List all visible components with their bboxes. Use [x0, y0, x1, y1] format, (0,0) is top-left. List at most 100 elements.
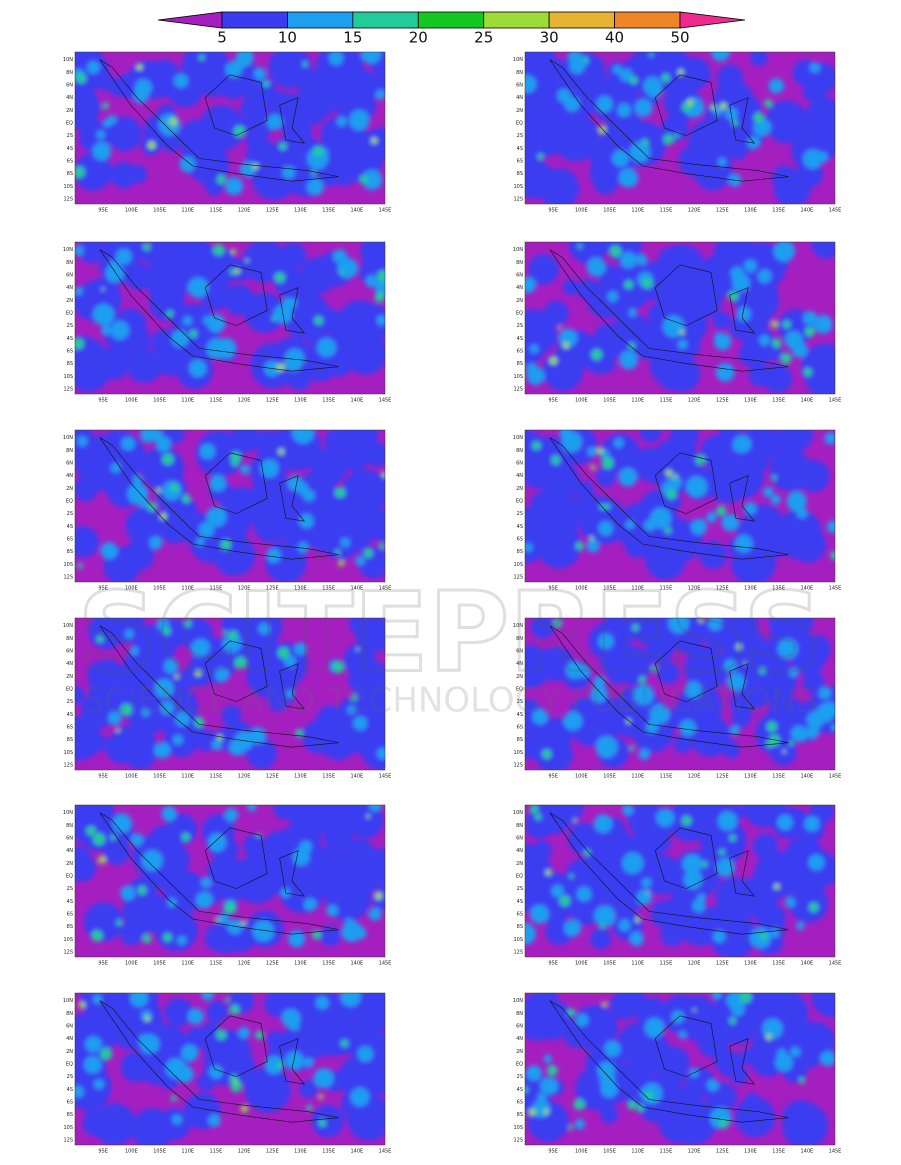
- rain-blob: [612, 65, 622, 74]
- rain-blob: [300, 257, 337, 294]
- rain-blob: [656, 661, 680, 685]
- lon-tick-label: 140E: [350, 208, 363, 214]
- lat-tick-label: 4N: [66, 473, 73, 479]
- rain-blob: [75, 86, 100, 129]
- rain-blob: [122, 888, 168, 934]
- lon-tick-label: 125E: [266, 774, 279, 780]
- rain-blob: [110, 320, 130, 340]
- rain-blob: [287, 475, 303, 491]
- lat-tick-label: 10N: [63, 247, 73, 253]
- rain-blob: [679, 719, 696, 736]
- map-panel: 10N 8N 6N 4N 2N EQ 2S 4S 6S 8S 10S 12S 95E 100E 105E 11…: [513, 804, 841, 967]
- rain-blob: [163, 885, 180, 902]
- rain-blob: [284, 820, 322, 858]
- rain-blob: [105, 264, 124, 283]
- rain-blob: [796, 921, 805, 931]
- rain-blob: [271, 316, 277, 321]
- lon-tick-label: 145E: [829, 398, 842, 404]
- lon-tick-label: 100E: [575, 1149, 588, 1155]
- rain-blob: [161, 805, 177, 822]
- rain-blob: [723, 741, 740, 759]
- rain-blob: [115, 727, 120, 733]
- blobs: [75, 805, 385, 954]
- coastline: [654, 264, 718, 326]
- rain-blob: [650, 507, 672, 529]
- rain-blob: [753, 112, 765, 123]
- rain-blob: [306, 1104, 313, 1111]
- rain-blob: [586, 539, 600, 553]
- coastline: [99, 59, 339, 182]
- lon-tick-label: 110E: [181, 1149, 194, 1155]
- lat-tick-label: 10S: [513, 374, 523, 380]
- lat-tick-label: 8S: [517, 171, 523, 177]
- colorbar-segment: [221, 11, 288, 29]
- rain-blob: [542, 350, 584, 392]
- rain-blob: [791, 725, 808, 742]
- rain-blob: [211, 739, 222, 751]
- rain-blob: [108, 711, 122, 726]
- rain-blob: [760, 932, 768, 941]
- lon-tick-label: 105E: [153, 208, 166, 214]
- rain-blob: [254, 67, 267, 80]
- lat-tick-label: 4S: [517, 336, 523, 342]
- rain-blob: [369, 805, 382, 812]
- rain-blob: [598, 633, 614, 649]
- lon-tick-label: 130E: [744, 398, 757, 404]
- lat-tick-label: 6S: [517, 724, 523, 730]
- lon-tick-label: 120E: [238, 774, 251, 780]
- lat-tick-label: 8S: [67, 171, 73, 177]
- rain-blob: [773, 883, 780, 890]
- rain-blob: [225, 177, 244, 196]
- rain-blob: [374, 291, 385, 303]
- coastline: [549, 59, 789, 182]
- lat-tick-label: 8N: [516, 636, 523, 642]
- lat-tick-label: 2S: [67, 133, 73, 139]
- rain-blob: [76, 73, 87, 84]
- rain-blob: [189, 329, 198, 338]
- rain-blob: [96, 130, 105, 139]
- rain-blob: [644, 1017, 665, 1038]
- rain-blob: [528, 254, 559, 285]
- rain-blob: [525, 1086, 528, 1093]
- rain-blob: [363, 548, 373, 558]
- rain-blob: [545, 869, 552, 876]
- lat-tick-label: 8S: [517, 549, 523, 555]
- rain-blob: [288, 930, 306, 948]
- lat-tick-label: 12S: [513, 574, 523, 580]
- rain-blob: [728, 290, 739, 302]
- lon-tick-label: 130E: [744, 208, 757, 214]
- rain-blob: [542, 518, 579, 555]
- rain-blob: [671, 1010, 685, 1024]
- lat-tick-label: 4N: [516, 848, 523, 854]
- rain-blob: [252, 920, 274, 942]
- coastline: [729, 663, 756, 710]
- lat-tick-label: 2N: [66, 674, 73, 680]
- lat-tick-label: 4S: [67, 899, 73, 905]
- lon-tick-label: 120E: [238, 1149, 251, 1155]
- lat-tick-label: 2S: [67, 886, 73, 892]
- rain-blob: [673, 474, 678, 479]
- rain-blob: [803, 149, 823, 169]
- lon-tick-label: 115E: [660, 774, 673, 780]
- rain-blob: [757, 269, 772, 283]
- frame: [74, 241, 386, 395]
- lat-tick-label: 4S: [67, 336, 73, 342]
- rain-blob: [194, 670, 202, 677]
- rain-blob: [285, 689, 295, 698]
- rain-blob: [163, 659, 179, 674]
- rain-blob: [318, 1094, 324, 1100]
- rain-blob: [280, 888, 291, 898]
- lat-tick-label: EQ: [516, 498, 523, 504]
- rain-blob: [334, 487, 346, 498]
- colorbar-segment: [614, 11, 681, 29]
- rain-blob: [75, 166, 85, 178]
- rain-blob: [786, 491, 807, 512]
- rain-blob: [377, 270, 385, 283]
- rain-blob: [673, 734, 692, 753]
- lon-tick-label: 125E: [716, 1149, 729, 1155]
- lon-tick-label: 120E: [688, 398, 701, 404]
- rain-blob: [175, 711, 190, 727]
- rain-blob: [716, 505, 727, 517]
- rain-blob: [299, 513, 314, 529]
- rain-blob: [622, 852, 644, 874]
